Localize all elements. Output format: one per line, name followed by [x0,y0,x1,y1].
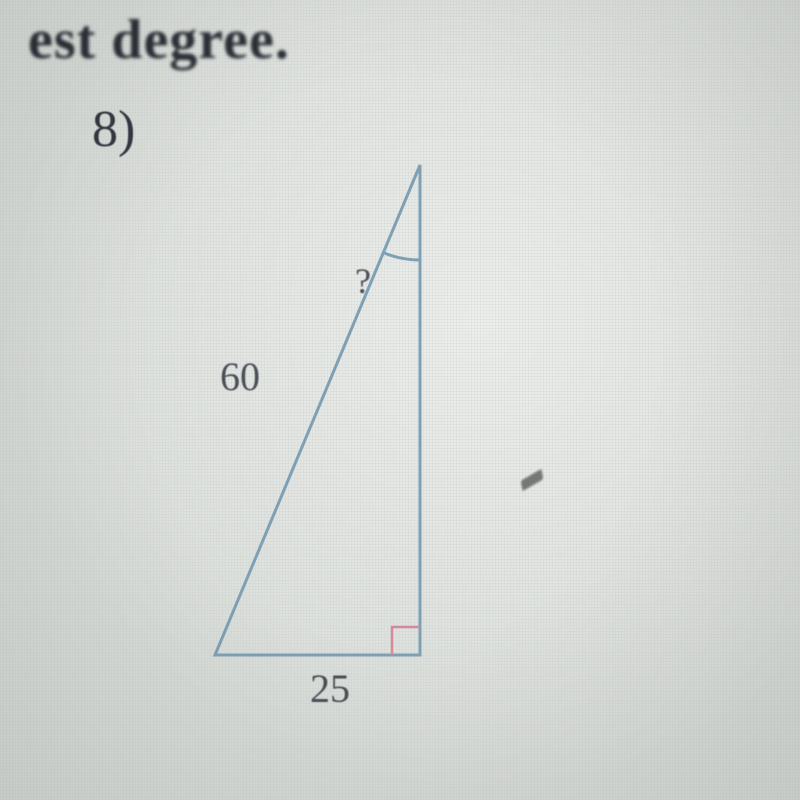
page-header-fragment: est degree. [28,8,290,72]
triangle-svg [170,155,550,715]
problem-number: 8) [92,100,135,159]
base-length-label: 25 [310,665,350,712]
triangle-outline [215,165,420,655]
hypotenuse-length-label: 60 [220,353,260,400]
apex-angle-arc [383,253,420,260]
unknown-angle-label: ? [355,260,371,302]
triangle-diagram: 60 25 ? [170,155,550,715]
right-angle-marker [392,627,420,655]
